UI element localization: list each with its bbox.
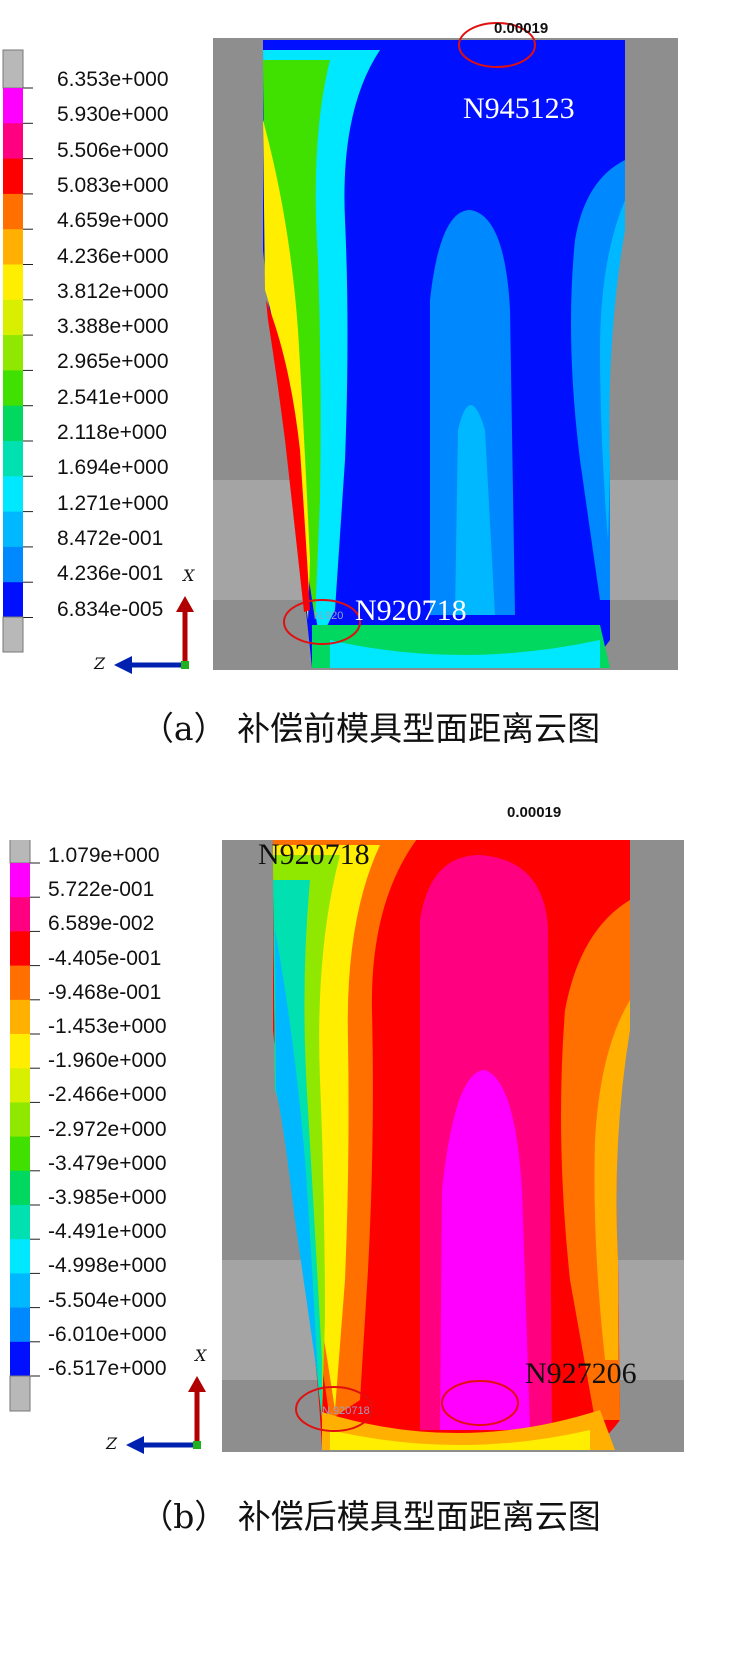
node-label-n920718-a: N920718 xyxy=(355,594,467,627)
legend-label: 1.271e+000 xyxy=(57,491,169,515)
legend-band xyxy=(3,441,23,477)
axis-z-label-b: Z xyxy=(106,1434,118,1453)
legend-label: 5.930e+000 xyxy=(57,103,169,127)
legend-band xyxy=(10,999,30,1035)
legend-band xyxy=(3,370,23,407)
legend-label: 5.722e-001 xyxy=(48,878,155,902)
legend-band xyxy=(10,863,30,898)
axis-z-label-a: Z xyxy=(94,654,106,673)
legend-band xyxy=(3,335,23,371)
legend-label: -9.468e-001 xyxy=(48,980,162,1004)
legend-label: 2.541e+000 xyxy=(57,385,169,409)
legend-label: -1.960e+000 xyxy=(48,1049,167,1073)
legend-label: 2.118e+000 xyxy=(57,421,167,444)
legend-band xyxy=(3,299,23,336)
figure-a: 6.353e+000 5.930e+000 5.506e+000 5.083e+000… xyxy=(0,0,741,800)
legend-band xyxy=(10,897,30,932)
axis-x-label-b: X xyxy=(195,1346,207,1365)
legend-label: 6.834e-005 xyxy=(57,597,164,621)
legend-label: 1.694e+000 xyxy=(57,456,169,480)
contour-plot-a xyxy=(2,22,678,674)
legend-band xyxy=(10,1102,30,1138)
legend-label: 6.353e+000 xyxy=(57,68,169,91)
legend-label: 1.079e+000 xyxy=(48,844,160,867)
highlight-circle-left-b xyxy=(295,1386,373,1432)
legend-band xyxy=(3,405,23,442)
legend-band xyxy=(10,1239,30,1274)
legend-band xyxy=(3,229,23,265)
figure-b: 1.079e+000 5.722e-001 6.589e-002 -4.405e-00… xyxy=(0,804,741,1669)
legend-label: 5.083e+000 xyxy=(57,173,169,197)
value-tag-a: 0.00019 xyxy=(494,20,549,37)
node-label-n920718-b: N920718 xyxy=(258,838,370,871)
legend-label: 3.388e+000 xyxy=(57,315,169,339)
legend-bar-a xyxy=(2,49,33,653)
legend-label: -2.466e+000 xyxy=(48,1083,167,1107)
node-label-n945123: N945123 xyxy=(463,92,575,125)
legend-band xyxy=(10,1205,30,1240)
caption-a: （a） 补偿前模具型面距离云图 xyxy=(140,709,601,748)
legend-label: 5.506e+000 xyxy=(57,138,169,162)
legend-band xyxy=(10,1273,30,1309)
legend-band xyxy=(10,1170,30,1206)
legend-band xyxy=(10,1034,30,1069)
highlight-circle-center-b xyxy=(441,1380,519,1426)
legend-band xyxy=(3,158,23,195)
axis-triad-b xyxy=(126,1376,206,1454)
caption-b: （b） 补偿后模具型面距离云图 xyxy=(140,1497,601,1536)
axis-x-label-a: X xyxy=(183,566,195,585)
legend-band xyxy=(10,1307,30,1343)
legend-band xyxy=(10,1136,30,1172)
legend-label: 4.659e+000 xyxy=(57,209,169,233)
legend-band xyxy=(3,88,23,124)
legend-band xyxy=(3,582,23,618)
legend-label: -6.517e+000 xyxy=(48,1357,167,1380)
legend-label: -3.985e+000 xyxy=(48,1186,167,1209)
legend-band xyxy=(3,193,23,230)
legend-label: -1.453e+000 xyxy=(48,1015,167,1038)
legend-label: 3.812e+000 xyxy=(57,279,169,303)
legend-label: -3.479e+000 xyxy=(48,1151,167,1175)
highlight-circle-top-a xyxy=(458,22,536,68)
legend-label: 4.236e+000 xyxy=(57,244,169,268)
legend-label: -5.504e+000 xyxy=(48,1288,167,1312)
contour-plot-b xyxy=(9,840,684,1454)
legend-label: 8.472e-001 xyxy=(57,526,164,550)
legend-band xyxy=(3,264,23,301)
legend-label: 2.965e+000 xyxy=(57,350,169,374)
highlight-circle-bottom-a xyxy=(283,599,361,645)
legend-label: -4.405e-001 xyxy=(48,946,162,970)
legend-label: -6.010e+000 xyxy=(48,1322,167,1346)
node-small-tag-b: N.920718 xyxy=(322,1405,370,1417)
value-tag-b: 0.00019 xyxy=(507,804,562,821)
legend-band xyxy=(10,931,30,967)
legend-label: -4.491e+000 xyxy=(48,1220,167,1244)
legend-label: 4.236e-001 xyxy=(57,562,164,586)
node-label-n927206: N927206 xyxy=(525,1357,637,1390)
legend-band xyxy=(10,1341,30,1377)
legend-band xyxy=(3,511,23,548)
legend-label: -2.972e+000 xyxy=(48,1117,167,1141)
legend-label: 6.589e-002 xyxy=(48,912,155,936)
legend-band xyxy=(3,123,23,160)
legend-bar-b xyxy=(9,840,40,1412)
legend-band xyxy=(10,1068,30,1103)
axis-triad-a xyxy=(114,596,194,674)
legend-band xyxy=(3,546,23,583)
legend-band xyxy=(3,476,23,513)
legend-label: -4.998e+000 xyxy=(48,1254,167,1278)
node-small-tag-a: N.920 xyxy=(314,610,344,622)
legend-band xyxy=(10,965,30,1001)
